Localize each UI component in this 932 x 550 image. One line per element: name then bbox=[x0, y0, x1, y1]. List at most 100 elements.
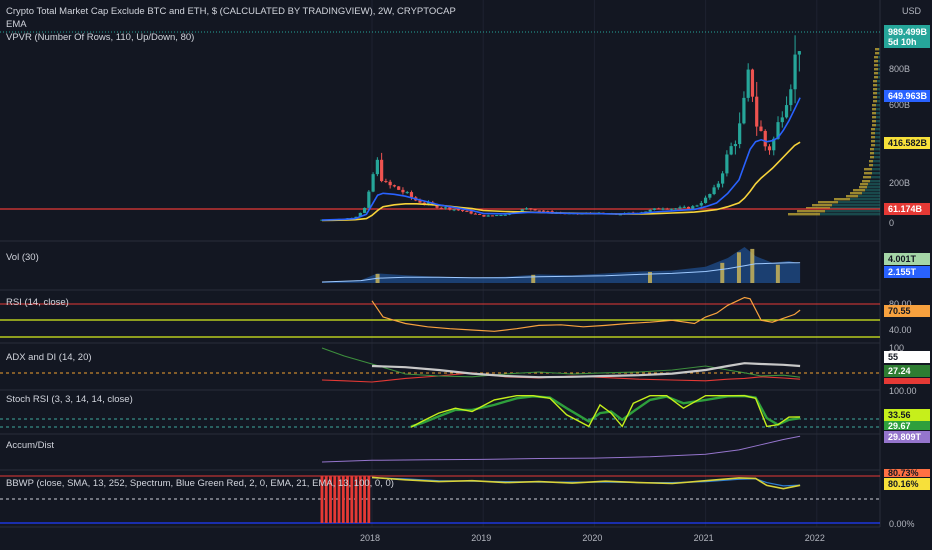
volume-bar bbox=[750, 248, 755, 283]
adx-title: ADX and DI (14, 20) bbox=[6, 352, 92, 363]
price-axis-zero: 0 bbox=[889, 218, 894, 228]
candle-body bbox=[397, 186, 401, 190]
bbwp-bar bbox=[324, 476, 328, 523]
x-tick-label: 2021 bbox=[694, 533, 714, 543]
vpvr-bar bbox=[874, 60, 878, 63]
vpvr-bar bbox=[812, 204, 832, 207]
vpvr-bar bbox=[877, 88, 880, 91]
vpvr-bar bbox=[875, 132, 880, 135]
vpvr-bar bbox=[818, 201, 838, 204]
vpvr-bar bbox=[878, 64, 880, 67]
vpvr-bar bbox=[874, 76, 878, 79]
vpvr-bar bbox=[867, 186, 880, 189]
candle-body bbox=[401, 189, 405, 193]
vpvr-bar bbox=[871, 132, 875, 135]
candle-body bbox=[716, 183, 720, 188]
candle-body bbox=[686, 206, 691, 209]
candle-body bbox=[409, 192, 414, 198]
svg-text:61.174B: 61.174B bbox=[888, 204, 923, 214]
candle-body bbox=[742, 97, 746, 124]
vpvr-bar bbox=[874, 56, 878, 59]
candle-body bbox=[371, 174, 375, 192]
x-axis: 2018 2019 2020 2021 2022 bbox=[360, 533, 825, 543]
vpvr-bar bbox=[874, 156, 880, 159]
candle-body bbox=[678, 207, 682, 209]
candle-body bbox=[482, 214, 486, 217]
vpvr-bar bbox=[876, 108, 880, 111]
vpvr-bar bbox=[875, 52, 879, 55]
volume-bar bbox=[720, 262, 725, 283]
vpvr-bar bbox=[871, 144, 875, 147]
candle-body bbox=[537, 210, 541, 212]
candle-body bbox=[776, 122, 780, 139]
vpvr-bar bbox=[870, 148, 874, 151]
candle-body bbox=[699, 203, 703, 206]
vpvr-bar bbox=[876, 104, 880, 107]
candle-body bbox=[759, 126, 763, 131]
vpvr-bar bbox=[864, 172, 872, 175]
bbwp-tag-value: 80.16% bbox=[884, 478, 930, 490]
x-tick-label: 2018 bbox=[360, 533, 380, 543]
volume-area bbox=[322, 247, 801, 283]
vpvr-bar bbox=[871, 136, 875, 139]
vpvr-bar bbox=[868, 183, 880, 186]
vpvr-bar bbox=[871, 176, 880, 179]
candle-body bbox=[541, 210, 546, 212]
svg-text:33.56: 33.56 bbox=[888, 410, 911, 420]
candle-body bbox=[755, 96, 759, 127]
vpvr-bar bbox=[874, 64, 878, 67]
vpvr-bar bbox=[876, 120, 880, 123]
vpvr-bar bbox=[873, 84, 877, 87]
x-tick-label: 2020 bbox=[582, 533, 602, 543]
bbwp-bar bbox=[320, 476, 324, 523]
x-tick-label: 2022 bbox=[805, 533, 825, 543]
vpvr-bar bbox=[872, 120, 876, 123]
candle-body bbox=[695, 205, 699, 207]
vpvr-bar bbox=[877, 80, 880, 83]
rsi-line bbox=[371, 296, 801, 332]
vertical-gridlines bbox=[371, 0, 818, 527]
candle-body bbox=[789, 89, 793, 106]
candle-body bbox=[529, 208, 533, 210]
price-tag-ema-fast: 649.963B bbox=[884, 90, 930, 102]
vpvr-bar bbox=[862, 180, 870, 183]
vpvr-bar bbox=[878, 72, 880, 75]
vpvr-bar bbox=[878, 60, 880, 63]
vpvr-bar bbox=[875, 48, 879, 51]
vpvr-bar bbox=[872, 124, 876, 127]
x-tick-label: 2019 bbox=[471, 533, 491, 543]
vpvr-bar bbox=[864, 168, 872, 171]
candle-body bbox=[703, 197, 708, 204]
candle-body bbox=[721, 173, 725, 184]
bbwp-bar bbox=[346, 476, 349, 523]
vpvr-bar bbox=[874, 148, 880, 151]
vpvr-bar bbox=[876, 116, 880, 119]
adx-tag-value: 55 bbox=[884, 351, 930, 363]
rsi-tag-value: 70.55 bbox=[884, 305, 930, 317]
accum-dist-line bbox=[321, 435, 801, 463]
candle-body bbox=[793, 54, 797, 90]
price-candles bbox=[320, 35, 801, 221]
price-axis-200b: 200B bbox=[889, 178, 910, 188]
svg-text:27.24: 27.24 bbox=[888, 366, 911, 376]
candle-body bbox=[644, 211, 648, 213]
vpvr-bar bbox=[870, 152, 874, 155]
volume-bar bbox=[775, 264, 780, 283]
candle-body bbox=[669, 208, 674, 210]
vpvr-bar bbox=[874, 68, 878, 71]
vpvr-bar bbox=[877, 100, 880, 103]
vpvr-bar bbox=[872, 108, 876, 111]
accum-title: Accum/Dist bbox=[6, 440, 54, 451]
vpvr-bar bbox=[872, 172, 880, 175]
vpvr-bar bbox=[860, 183, 868, 186]
vpvr-bar bbox=[825, 210, 880, 213]
candle-body bbox=[405, 192, 409, 194]
svg-text:416.582B: 416.582B bbox=[888, 138, 928, 148]
vpvr-bar bbox=[869, 160, 873, 163]
candle-body bbox=[362, 207, 367, 213]
vpvr-bar bbox=[797, 210, 825, 213]
candle-body bbox=[665, 208, 669, 210]
bbwp-bar bbox=[358, 476, 362, 523]
candle-body bbox=[439, 207, 443, 209]
